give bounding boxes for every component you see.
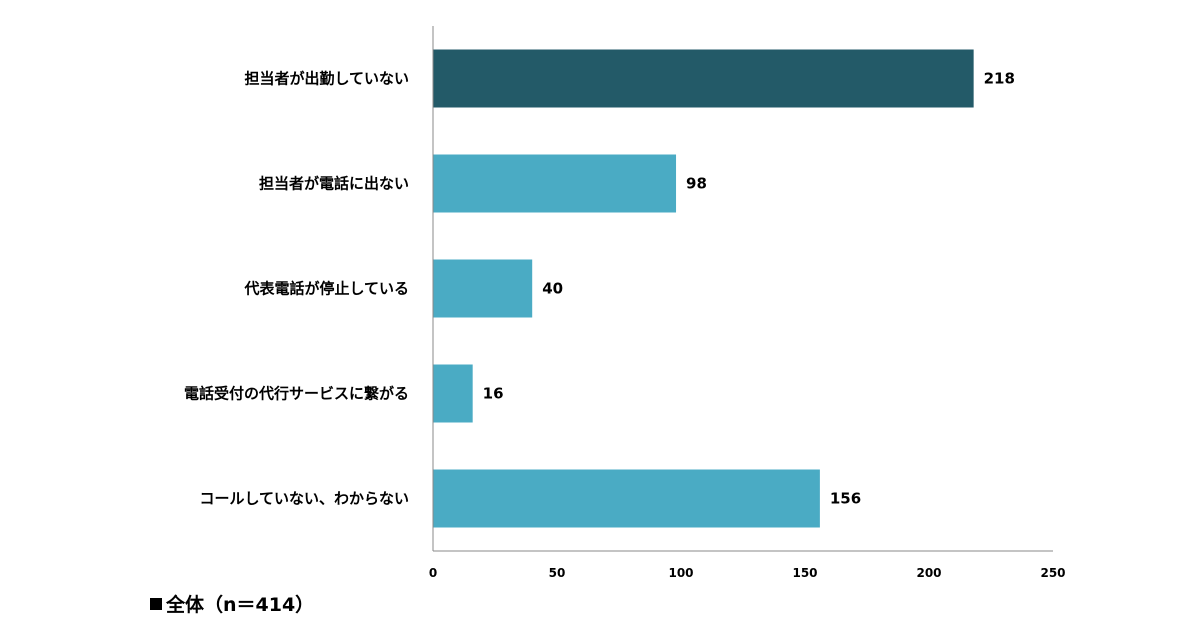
legend-marker xyxy=(150,597,162,610)
data-label-1: 98 xyxy=(686,175,707,193)
x-tick-label-2: 100 xyxy=(668,566,693,580)
bar-0 xyxy=(433,49,974,108)
data-label-2: 40 xyxy=(542,280,563,298)
x-tick-label-5: 250 xyxy=(1040,566,1065,580)
bar-4 xyxy=(433,469,820,528)
legend-label: 全体（n＝414） xyxy=(166,594,315,616)
x-tick-label-4: 200 xyxy=(916,566,941,580)
x-tick-label-3: 150 xyxy=(792,566,817,580)
bar-2 xyxy=(433,259,533,318)
x-tick-label-1: 50 xyxy=(549,566,566,580)
category-label-1: 担当者が電話に出ない xyxy=(259,175,409,193)
category-label-3: 電話受付の代行サービスに繋がる xyxy=(184,385,409,403)
category-label-0: 担当者が出勤していない xyxy=(244,70,409,88)
category-label-4: コールしていない、わからない xyxy=(199,490,409,508)
bar-3 xyxy=(433,364,473,423)
data-label-4: 156 xyxy=(830,490,861,508)
data-label-0: 218 xyxy=(984,70,1015,88)
data-label-3: 16 xyxy=(483,385,504,403)
x-tick-label-0: 0 xyxy=(429,566,437,580)
legend: 全体（n＝414） xyxy=(150,590,314,617)
bar-1 xyxy=(433,154,677,213)
category-label-2: 代表電話が停止している xyxy=(243,280,409,298)
